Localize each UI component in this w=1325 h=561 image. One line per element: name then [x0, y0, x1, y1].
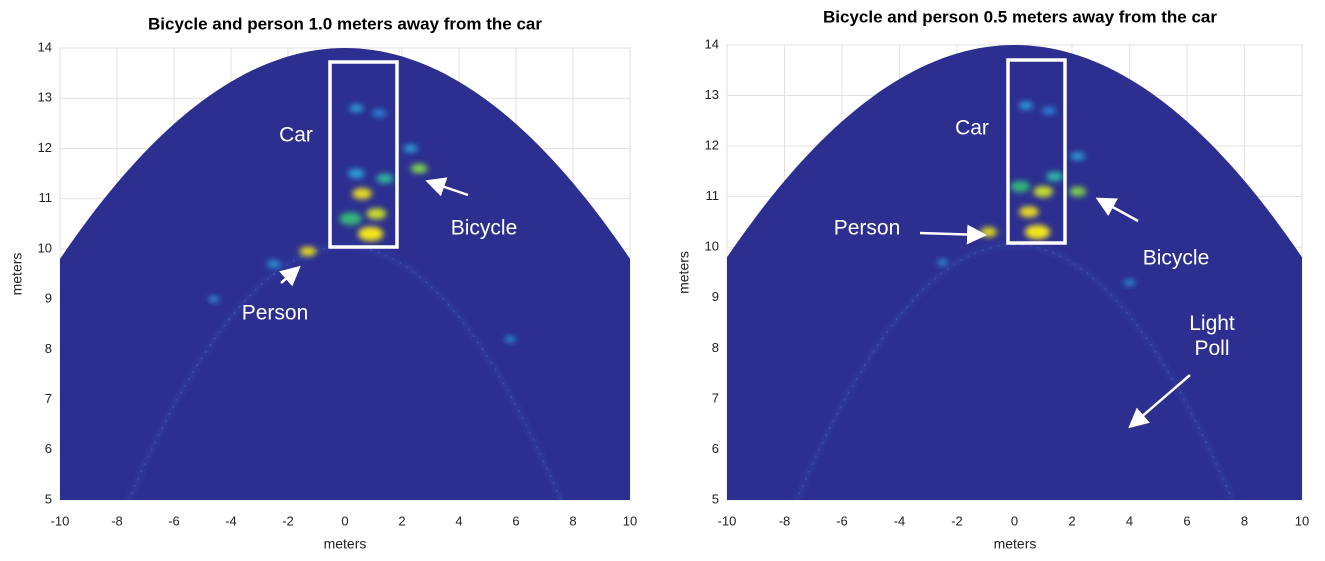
hot-spot: [348, 168, 365, 179]
y-tick-label: 12: [38, 140, 52, 155]
hot-spot: [339, 212, 362, 226]
annotation-arrow: [1095, 197, 1139, 223]
hot-spot: [352, 188, 372, 200]
y-tick-label: 13: [705, 87, 719, 102]
y-axis-label: meters: [676, 251, 692, 294]
car-box: [1006, 58, 1067, 245]
x-tick-label: -10: [718, 513, 737, 528]
x-axis-label: meters: [324, 536, 367, 552]
hot-spot: [366, 208, 387, 220]
y-tick-label: 6: [45, 441, 52, 456]
y-tick-label: 9: [45, 291, 52, 306]
radar-field: [60, 48, 630, 500]
hot-spot: [1046, 171, 1064, 182]
annotation: Bicycle: [450, 216, 518, 240]
hot-spot: [376, 173, 394, 184]
annotation: Light Poll: [1189, 312, 1235, 360]
hot-spot: [504, 336, 516, 343]
x-tick-label: -2: [282, 513, 294, 528]
hot-spot: [403, 144, 418, 153]
y-tick-label: 6: [712, 441, 719, 456]
y-tick-label: 8: [712, 340, 719, 355]
x-tick-label: 10: [1295, 513, 1309, 528]
annotation: Car: [279, 123, 313, 147]
annotation-arrow: [425, 177, 469, 197]
hot-spot: [1033, 186, 1054, 198]
y-tick-label: 14: [38, 39, 52, 54]
y-tick-label: 10: [705, 239, 719, 254]
annotation-arrow: [279, 265, 301, 287]
x-tick-label: 8: [569, 513, 576, 528]
x-tick-label: 2: [398, 513, 405, 528]
hot-spot: [1070, 152, 1085, 161]
hot-spot: [349, 104, 364, 113]
radar-field: [727, 45, 1302, 500]
hot-spot: [299, 246, 317, 257]
car-box: [328, 60, 399, 249]
hot-spot: [208, 295, 220, 303]
x-tick-label: 6: [512, 513, 519, 528]
hot-spot: [980, 227, 998, 237]
x-tick-label: 6: [1183, 513, 1190, 528]
x-tick-label: -6: [836, 513, 848, 528]
hot-spot: [1069, 186, 1087, 197]
annotation-arrow: [1128, 374, 1191, 429]
x-axis-label: meters: [994, 536, 1037, 552]
y-tick-label: 14: [705, 36, 719, 51]
x-tick-label: -10: [51, 513, 70, 528]
hot-spot: [410, 163, 428, 174]
y-tick-label: 13: [38, 90, 52, 105]
x-tick-label: 10: [623, 513, 637, 528]
annotation-arrow: [919, 224, 987, 245]
annotation: Bicycle: [1142, 246, 1210, 270]
y-tick-label: 10: [38, 240, 52, 255]
hot-spot: [1019, 101, 1033, 110]
x-tick-label: 4: [455, 513, 462, 528]
hot-spot: [1010, 180, 1031, 193]
y-tick-label: 7: [45, 391, 52, 406]
chart-title: Bicycle and person 1.0 meters away from …: [148, 14, 542, 33]
hot-spot: [1024, 224, 1051, 240]
annotation: Person: [833, 216, 901, 240]
x-tick-label: 2: [1068, 513, 1075, 528]
y-tick-label: 11: [39, 190, 53, 205]
x-tick-label: 4: [1126, 513, 1133, 528]
hot-spot: [937, 259, 949, 266]
hot-spot: [1123, 279, 1136, 286]
y-axis-label: meters: [9, 253, 25, 296]
x-tick-label: -4: [225, 513, 237, 528]
x-tick-label: -4: [894, 513, 906, 528]
y-tick-label: 11: [706, 188, 720, 203]
hot-spot: [1019, 206, 1039, 218]
x-tick-label: 0: [341, 513, 348, 528]
annotation: Person: [241, 301, 309, 325]
annotation: Car: [955, 116, 989, 140]
y-tick-label: 9: [712, 289, 719, 304]
y-tick-label: 7: [712, 390, 719, 405]
x-tick-label: -2: [951, 513, 963, 528]
x-tick-label: -8: [779, 513, 791, 528]
y-tick-label: 8: [45, 341, 52, 356]
hot-spot: [358, 226, 384, 242]
x-tick-label: 0: [1011, 513, 1018, 528]
x-tick-label: -8: [111, 513, 123, 528]
hot-spot: [1042, 106, 1056, 115]
y-tick-label: 5: [712, 491, 719, 506]
y-tick-label: 5: [45, 491, 52, 506]
x-tick-label: -6: [168, 513, 180, 528]
x-tick-label: 8: [1241, 513, 1248, 528]
hot-spot: [372, 109, 387, 118]
hot-spot: [266, 259, 281, 268]
y-tick-label: 12: [705, 138, 719, 153]
chart-title: Bicycle and person 0.5 meters away from …: [823, 7, 1217, 26]
